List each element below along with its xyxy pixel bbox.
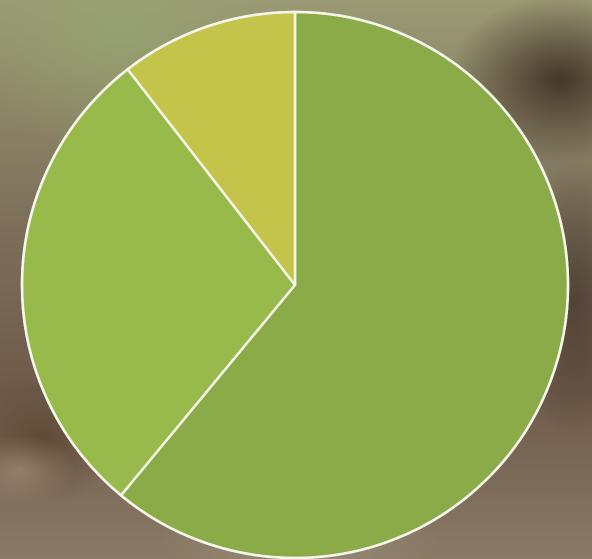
pie-outline xyxy=(20,10,570,559)
pie-slices xyxy=(20,10,570,559)
